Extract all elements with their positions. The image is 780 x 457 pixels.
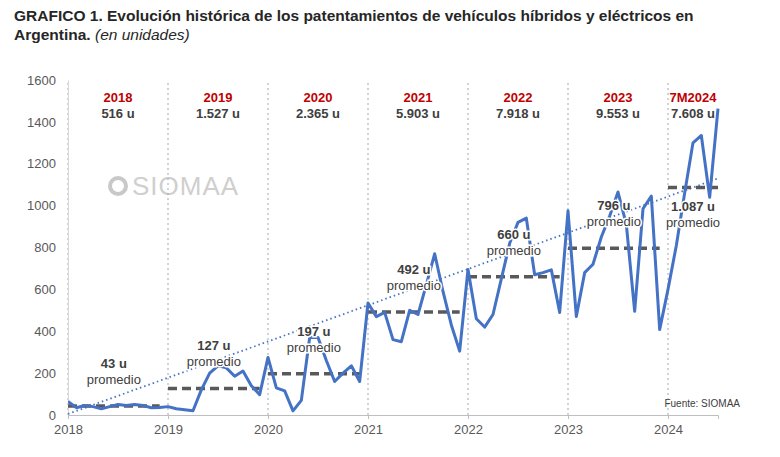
y-tick-label: 200: [34, 366, 56, 381]
y-tick-label: 800: [34, 240, 56, 255]
average-note: promedio: [666, 215, 720, 230]
y-tick-label: 400: [34, 324, 56, 339]
average-label: 796 u: [597, 198, 630, 213]
year-total: 2.365 u: [296, 106, 340, 121]
year-header: 2018: [104, 90, 133, 105]
average-label: 660 u: [497, 227, 530, 242]
average-label: 43 u: [101, 356, 127, 371]
y-tick-label: 600: [34, 282, 56, 297]
year-header: 2020: [304, 90, 333, 105]
year-header: 2022: [504, 90, 533, 105]
average-note: promedio: [187, 354, 241, 369]
x-tick: 2023: [554, 415, 583, 437]
x-tick-mark: [168, 415, 169, 419]
plot-marks: [68, 109, 718, 414]
year-header: 7M2024: [670, 90, 718, 105]
watermark: SIOMAA: [132, 171, 239, 201]
x-tick-mark: [568, 415, 569, 419]
average-line: [568, 247, 660, 251]
average-note: promedio: [487, 243, 541, 258]
average-label: 197 u: [297, 324, 330, 339]
y-axis: 0 200 400 600 800 1000 1200 1400 1600: [27, 73, 68, 423]
x-tick-label: 2021: [354, 422, 383, 437]
annotations: 2018516 u43 upromedio20191.527 u127 upro…: [87, 90, 741, 409]
watermark-logo: [110, 178, 126, 194]
y-tick: 400: [34, 324, 68, 339]
x-tick-label: 2024: [654, 422, 683, 437]
year-header: 2021: [404, 90, 433, 105]
y-tick: 200: [34, 366, 68, 381]
y-tick: 600: [34, 282, 68, 297]
x-tick-label: 2019: [154, 422, 183, 437]
x-tick: 2021: [354, 415, 383, 437]
x-tick: 2018: [54, 415, 83, 437]
year-total: 9.553 u: [596, 106, 640, 121]
average-label: 492 u: [397, 262, 430, 277]
grid: [68, 80, 668, 415]
y-tick: 1000: [27, 198, 68, 213]
year-header: 2019: [204, 90, 233, 105]
x-tick-mark: [668, 415, 669, 419]
x-tick: 2019: [154, 415, 183, 437]
average-note: promedio: [287, 340, 341, 355]
data-line: [68, 109, 718, 411]
average-note: promedio: [387, 278, 441, 293]
year-header: 2023: [604, 90, 633, 105]
year-total: 5.903 u: [396, 106, 440, 121]
x-tick-label: 2020: [254, 422, 283, 437]
y-tick: 0: [49, 408, 68, 423]
average-note: promedio: [87, 372, 141, 387]
x-axis-line: [69, 416, 719, 420]
x-tick: 2020: [254, 415, 283, 437]
x-tick-mark: [268, 415, 269, 419]
y-tick: 1400: [27, 115, 68, 130]
trend-line: [68, 178, 718, 414]
grid-line: [368, 80, 369, 415]
y-tick: 1600: [27, 73, 68, 88]
y-tick: 800: [34, 240, 68, 255]
x-tick-mark: [368, 415, 369, 419]
y-tick-label: 1600: [27, 73, 56, 88]
x-tick-mark: [68, 415, 69, 419]
average-line: [468, 275, 560, 279]
grid-line: [468, 80, 469, 415]
x-tick-label: 2023: [554, 422, 583, 437]
year-total: 7.608 u: [671, 106, 715, 121]
chart: SIOMAA0200400600800100012001400160020182…: [0, 0, 780, 457]
x-tick-label: 2018: [54, 422, 83, 437]
average-label: 1.087 u: [671, 199, 715, 214]
x-tick: 2024: [654, 415, 683, 437]
y-tick: 1200: [27, 156, 68, 171]
x-tick-label: 2022: [454, 422, 483, 437]
average-label: 127 u: [197, 338, 230, 353]
watermark-group: SIOMAA: [110, 171, 239, 201]
x-tick: 2022: [454, 415, 483, 437]
grid-line: [68, 80, 69, 415]
x-tick-mark: [468, 415, 469, 419]
grid-line: [168, 80, 169, 415]
x-axis: 2018 2019 2020 2021 2022 2023 2024: [54, 415, 718, 437]
year-total: 7.918 u: [496, 106, 540, 121]
year-total: 516 u: [101, 106, 134, 121]
average-line: [168, 387, 260, 391]
y-tick-label: 1400: [27, 115, 56, 130]
subtitle: (en unidades): [95, 26, 190, 43]
y-tick-label: 1000: [27, 198, 56, 213]
source: Fuente: SIOMAA: [664, 398, 740, 409]
grid-line: [668, 80, 669, 415]
average-note: promedio: [587, 214, 641, 229]
y-tick-label: 0: [49, 408, 56, 423]
y-tick-label: 1200: [27, 156, 56, 171]
title-block: GRAFICO 1. Evolución histórica de los pa…: [14, 6, 764, 44]
y-axis-line: [68, 81, 69, 416]
year-total: 1.527 u: [196, 106, 240, 121]
